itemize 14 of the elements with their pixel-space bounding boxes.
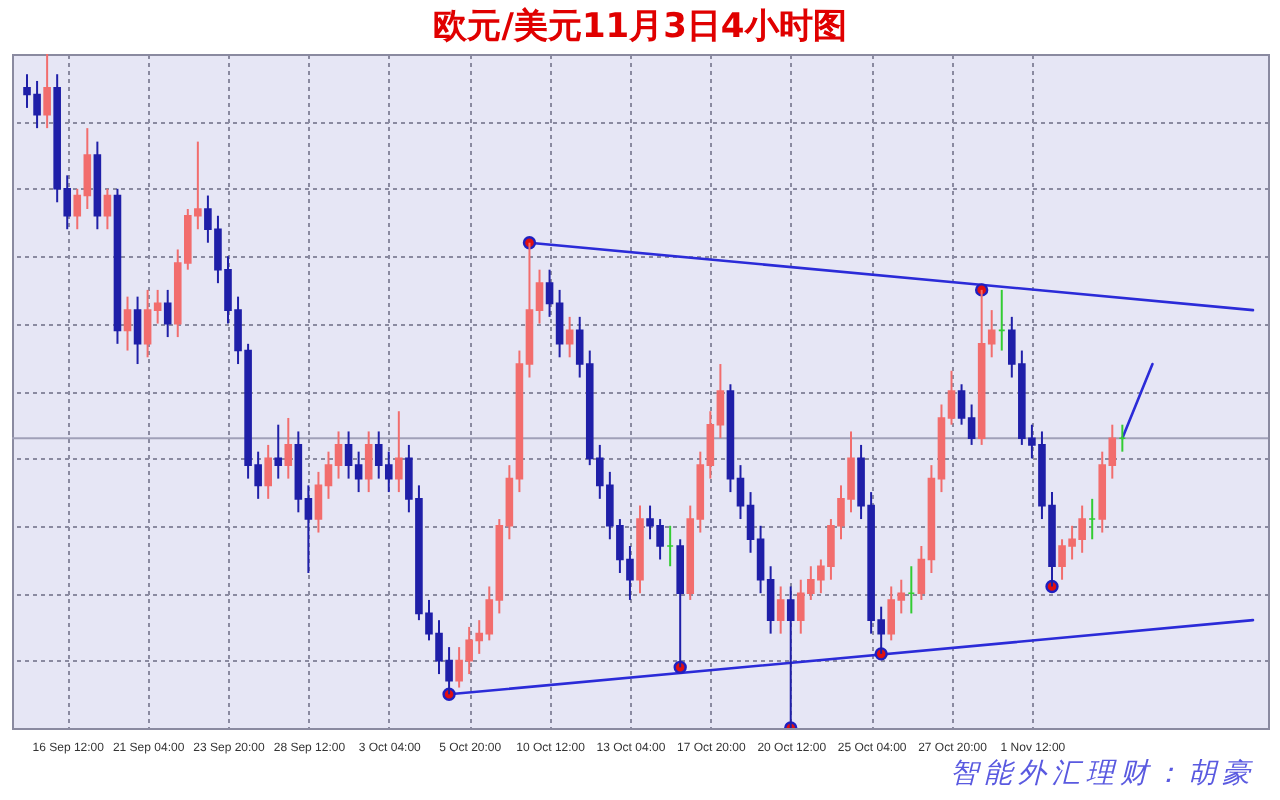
- candlestick: [565, 315, 574, 359]
- candlestick: [43, 53, 51, 130]
- candlestick: [395, 410, 403, 494]
- candlestick: [364, 430, 373, 494]
- candlestick: [284, 416, 293, 480]
- candlestick: [163, 288, 172, 339]
- candlestick: [264, 443, 272, 500]
- candlestick: [274, 423, 283, 480]
- candlestick: [103, 187, 112, 231]
- chart-title: 欧元/美元11月3日4小时图: [433, 7, 847, 47]
- text: 智能外汇理财：胡豪: [948, 756, 1256, 792]
- candlestick: [776, 585, 785, 635]
- candlestick: [133, 295, 142, 366]
- candlestick: [123, 295, 132, 352]
